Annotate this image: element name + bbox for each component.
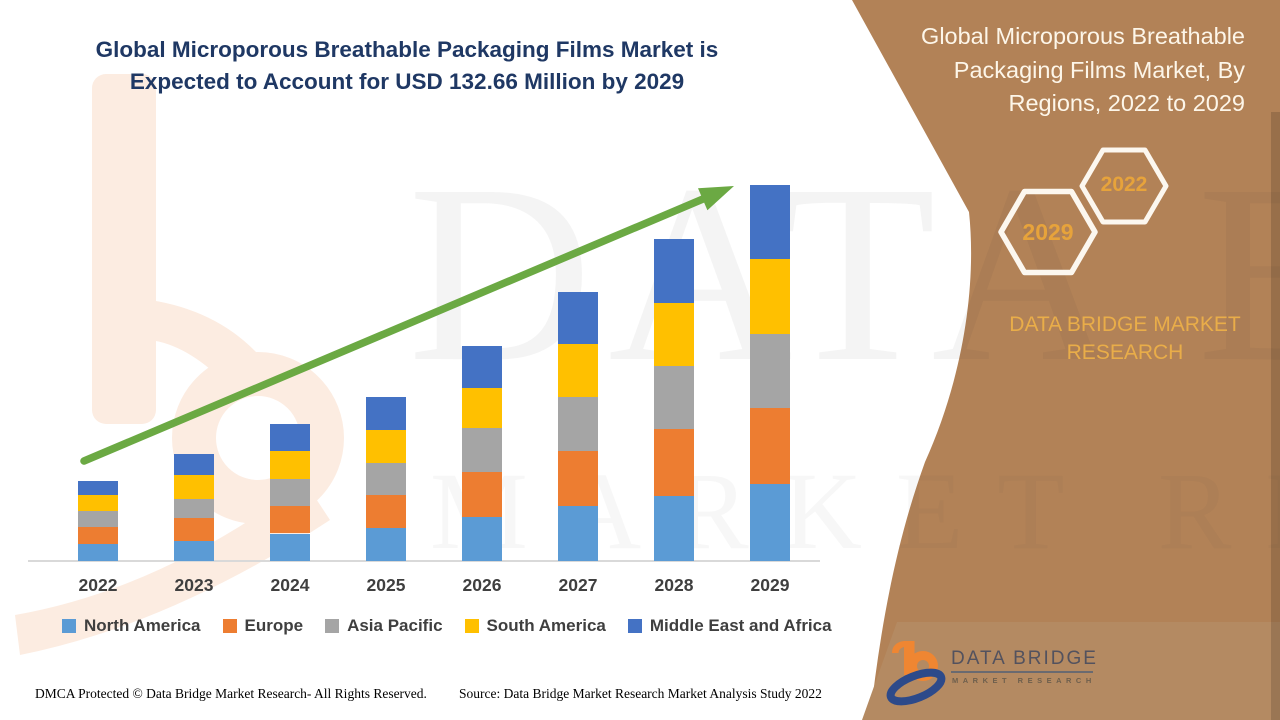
bar-segment-2023-middle-east-and-africa [174, 453, 214, 475]
x-axis-label-2025: 2025 [366, 575, 406, 595]
legend-item-north-america: North America [62, 616, 201, 636]
bar-segment-2025-europe [366, 495, 406, 529]
bar-chart-plot-area: 2022 2023 2024 2025 2026 2027 2028 2029 [78, 184, 790, 595]
bar-segment-2028-europe [654, 429, 694, 497]
chart-title-line2: Expected to Account for USD 132.66 Milli… [129, 69, 685, 94]
sidebar-brand-line2: RESEARCH [1066, 340, 1184, 364]
bar-segment-2028-asia-pacific [654, 366, 694, 430]
legend-swatch-asia-pacific [325, 619, 340, 633]
bar-segment-2029-middle-east-and-africa [750, 184, 790, 259]
hexagon-2029-label: 2029 [1022, 219, 1074, 245]
sidebar-title-line1: Global Microporous Breathable [921, 23, 1245, 49]
logo-subtext: MARKET RESEARCH [952, 676, 1096, 685]
bar-segment-2024-north-america [270, 533, 310, 561]
legend-label-europe: Europe [244, 616, 304, 635]
bar-segment-2025-south-america [366, 429, 406, 463]
bar-segment-2023-europe [174, 517, 214, 541]
bar-segment-2025-middle-east-and-africa [366, 397, 406, 430]
sidebar-brand-line1: DATA BRIDGE MARKET [1009, 313, 1241, 336]
logo-d-swoosh [886, 668, 946, 706]
bar-segment-2026-north-america [462, 517, 502, 561]
bar-segment-2023-south-america [174, 474, 214, 499]
bar-segment-2025-asia-pacific [366, 462, 406, 496]
legend-swatch-south-america [464, 619, 479, 633]
bar-segment-2025-north-america [366, 528, 406, 561]
legend-swatch-middle-east-and-africa [627, 619, 642, 633]
bar-segment-2029-north-america [750, 483, 790, 561]
bar-segment-2022-asia-pacific [78, 511, 118, 527]
legend-item-europe: Europe [222, 616, 304, 636]
bar-segment-2029-asia-pacific [750, 334, 790, 408]
logo-b-bowl [908, 651, 938, 681]
sidebar-title-line3: Regions, 2022 to 2029 [1008, 90, 1246, 116]
legend-swatch-north-america [62, 619, 76, 633]
footer-dmca-text: DMCA Protected © Data Bridge Market Rese… [35, 686, 427, 701]
bar-segment-2027-middle-east-and-africa [558, 292, 598, 344]
bar-segment-2029-europe [750, 408, 790, 484]
bar-segment-2022-europe [78, 527, 118, 544]
x-axis-label-2029: 2029 [750, 575, 790, 595]
bar-segment-2022-north-america [78, 544, 118, 561]
legend-item-south-america: South America [464, 616, 606, 636]
bar-segment-2024-asia-pacific [270, 478, 310, 506]
logo-b-stem [904, 641, 915, 675]
legend-swatch-europe [222, 619, 237, 633]
legend-item-middle-east-and-africa: Middle East and Africa [627, 616, 832, 636]
legend-label-asia-pacific: Asia Pacific [347, 616, 443, 635]
bar-segment-2026-south-america [462, 388, 502, 429]
bar-segment-2026-europe [462, 472, 502, 518]
legend-item-asia-pacific: Asia Pacific [325, 616, 443, 636]
x-axis-label-2026: 2026 [462, 575, 502, 595]
logo-wordmark: DATA BRIDGE [951, 648, 1098, 669]
x-axis-label-2028: 2028 [654, 575, 694, 595]
x-axis-label-2023: 2023 [174, 575, 214, 595]
bar-segment-2026-asia-pacific [462, 428, 502, 472]
footer-source-text: Source: Data Bridge Market Research Mark… [459, 686, 822, 701]
bar-segment-2028-middle-east-and-africa [654, 239, 694, 304]
logo-underline [951, 671, 1093, 673]
x-axis-label-2027: 2027 [558, 575, 598, 595]
x-axis-line [28, 560, 820, 562]
bar-segment-2029-south-america [750, 258, 790, 334]
bar-segment-2027-asia-pacific [558, 396, 598, 451]
bar-segment-2022-middle-east-and-africa [78, 481, 118, 496]
bar-segment-2028-north-america [654, 496, 694, 561]
bar-segment-2023-north-america [174, 540, 214, 561]
sidebar-title-line2: Packaging Films Market, By [953, 56, 1245, 83]
bar-segment-2028-south-america [654, 303, 694, 367]
bar-segment-2027-south-america [558, 343, 598, 397]
legend-label-north-america: North America [84, 616, 201, 635]
bar-segment-2024-europe [270, 505, 310, 534]
bar-segment-2022-south-america [78, 495, 118, 512]
chart-legend: North America Europe Asia Pacific South Ame… [62, 616, 832, 636]
chart-title: Global Microporous Breathable Packaging … [50, 34, 764, 98]
bar-segment-2024-south-america [270, 451, 310, 479]
bar-segment-2027-north-america [558, 506, 598, 561]
bar-segment-2024-middle-east-and-africa [270, 423, 310, 451]
x-axis-label-2022: 2022 [78, 575, 118, 595]
hexagon-2022-label: 2022 [1100, 173, 1148, 196]
sidebar-brand-text: DATA BRIDGE MARKET RESEARCH [1000, 311, 1250, 366]
bar-segment-2023-asia-pacific [174, 498, 214, 518]
sidebar-right-edge-strip [1271, 112, 1280, 720]
x-axis-label-2024: 2024 [270, 575, 310, 595]
chart-title-line1: Global Microporous Breathable Packaging … [95, 37, 719, 62]
legend-label-south-america: South America [486, 616, 606, 635]
sidebar-title: Global Microporous Breathable Packaging … [858, 20, 1245, 121]
bar-segment-2027-europe [558, 451, 598, 506]
legend-label-middle-east-and-africa: Middle East and Africa [649, 616, 832, 635]
bar-segment-2026-middle-east-and-africa [462, 346, 502, 389]
